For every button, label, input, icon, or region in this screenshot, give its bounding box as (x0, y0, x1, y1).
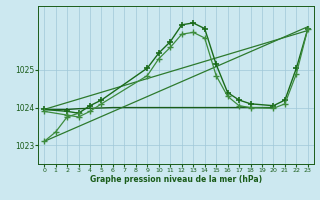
X-axis label: Graphe pression niveau de la mer (hPa): Graphe pression niveau de la mer (hPa) (90, 175, 262, 184)
